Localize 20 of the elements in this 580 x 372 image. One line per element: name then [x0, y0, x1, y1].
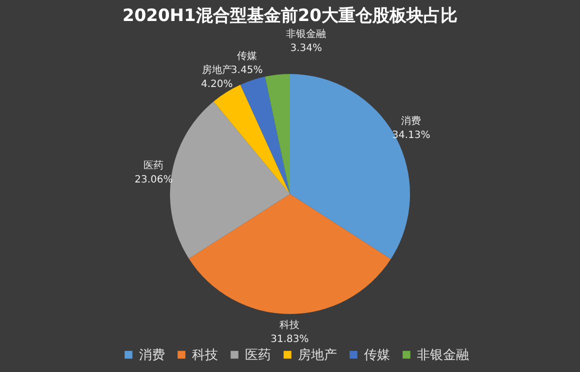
legend-label: 非银金融 — [417, 348, 469, 363]
slice-label: 传媒 — [236, 50, 257, 62]
data-label: 31.83% — [270, 334, 309, 345]
data-label: 3.45% — [230, 64, 263, 76]
slice-label: 房地产 — [202, 64, 232, 76]
legend-label: 消费 — [139, 348, 165, 363]
pie-slice — [240, 76, 290, 194]
slice-label: 非银金融 — [286, 28, 326, 40]
chart-title: 2020H1混合型基金前20大重仓股板块占比 — [122, 6, 458, 26]
legend-label: 医药 — [245, 348, 271, 363]
legend-label: 科技 — [192, 348, 218, 363]
slice-label: 医药 — [144, 160, 164, 172]
data-label: 3.34% — [290, 42, 322, 54]
legend-label: 房地产 — [298, 346, 337, 363]
slice-label: 科技 — [280, 319, 300, 331]
pie-slice — [265, 74, 290, 194]
legend-label: 传媒 — [364, 348, 390, 363]
pie-slice — [188, 194, 391, 314]
data-label: 4.20% — [200, 78, 233, 90]
slice-label: 消费 — [401, 115, 422, 127]
